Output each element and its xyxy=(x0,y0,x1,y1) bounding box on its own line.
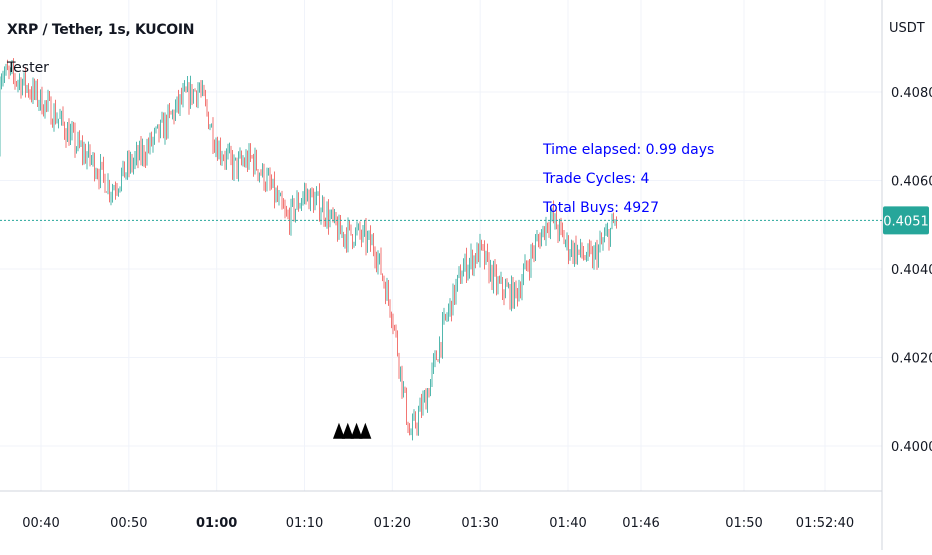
time-tick-label: 01:52:40 xyxy=(796,516,854,531)
buy-marker xyxy=(332,422,345,439)
time-tick-label: 01:50 xyxy=(725,516,762,531)
time-tick-label: 01:46 xyxy=(622,516,659,531)
time-tick-label: 01:30 xyxy=(461,516,498,531)
buy-markers xyxy=(332,422,372,439)
time-tick-label: 00:50 xyxy=(110,516,147,531)
time-axis[interactable]: 00:40 00:50 01:00 01:10 01:20 01:30 01:40 01:46… xyxy=(22,516,854,531)
price-tick-label: 0.4000 xyxy=(891,440,932,455)
time-tick-label: 01:40 xyxy=(549,516,586,531)
current-price-badge: 0.4051 xyxy=(883,206,929,235)
time-tick-label: 01:10 xyxy=(286,516,323,531)
annotation-total-buys: Total Buys: 4927 xyxy=(542,200,659,216)
price-tick-label: 0.4040 xyxy=(891,263,932,278)
indicator-label[interactable]: Tester xyxy=(7,60,49,76)
annotation-time-elapsed: Time elapsed: 0.99 days xyxy=(542,142,714,158)
time-tick-label: 01:00 xyxy=(196,516,237,531)
time-tick-label: 00:40 xyxy=(22,516,59,531)
price-tick-label: 0.4020 xyxy=(891,352,932,367)
price-series xyxy=(0,58,617,441)
price-tick-label: 0.4080 xyxy=(891,86,932,101)
buy-marker xyxy=(350,422,363,439)
grid-lines xyxy=(0,0,882,491)
price-badge-label: 0.4051 xyxy=(883,214,929,229)
price-axis[interactable]: USDT 0.4080 0.4060 0.4040 0.4020 0.4000 xyxy=(889,21,932,455)
annotation-trade-cycles: Trade Cycles: 4 xyxy=(542,171,650,187)
time-tick-label: 01:20 xyxy=(374,516,411,531)
price-axis-currency-label: USDT xyxy=(889,21,925,36)
price-tick-label: 0.4060 xyxy=(891,175,932,190)
buy-marker xyxy=(359,422,372,439)
price-badge-bg xyxy=(883,206,929,235)
chart-title: XRP / Tether, 1s, KUCOIN xyxy=(7,22,195,38)
buy-marker xyxy=(341,422,354,439)
tester-annotations: Time elapsed: 0.99 days Trade Cycles: 4 … xyxy=(542,142,714,216)
